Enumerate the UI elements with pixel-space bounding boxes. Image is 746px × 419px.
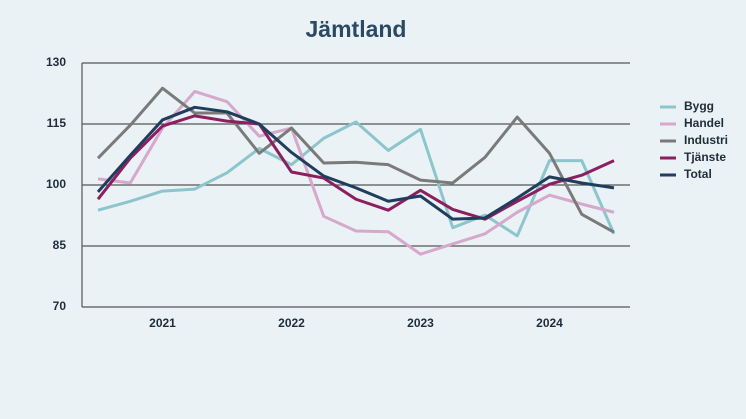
x-tick-label: 2023 xyxy=(407,316,434,330)
y-tick-label: 100 xyxy=(46,177,66,191)
series-line xyxy=(96,86,615,234)
x-tick-label: 2024 xyxy=(536,316,563,330)
legend-label: Tjänste xyxy=(684,150,726,164)
legend-label: Total xyxy=(684,167,712,181)
legend-label: Bygg xyxy=(684,99,714,113)
x-tick-label: 2022 xyxy=(278,316,305,330)
x-tick-label: 2021 xyxy=(149,316,176,330)
y-tick-label: 70 xyxy=(53,299,67,313)
legend-label: Handel xyxy=(684,116,724,130)
chart-title: Jämtland xyxy=(306,16,407,42)
y-tick-label: 115 xyxy=(47,116,67,130)
series-line xyxy=(97,120,616,238)
series-line xyxy=(96,114,615,221)
series-line xyxy=(96,105,615,221)
legend-label: Industri xyxy=(684,133,728,147)
y-tick-label: 130 xyxy=(46,55,66,69)
y-tick-label: 85 xyxy=(53,238,67,252)
